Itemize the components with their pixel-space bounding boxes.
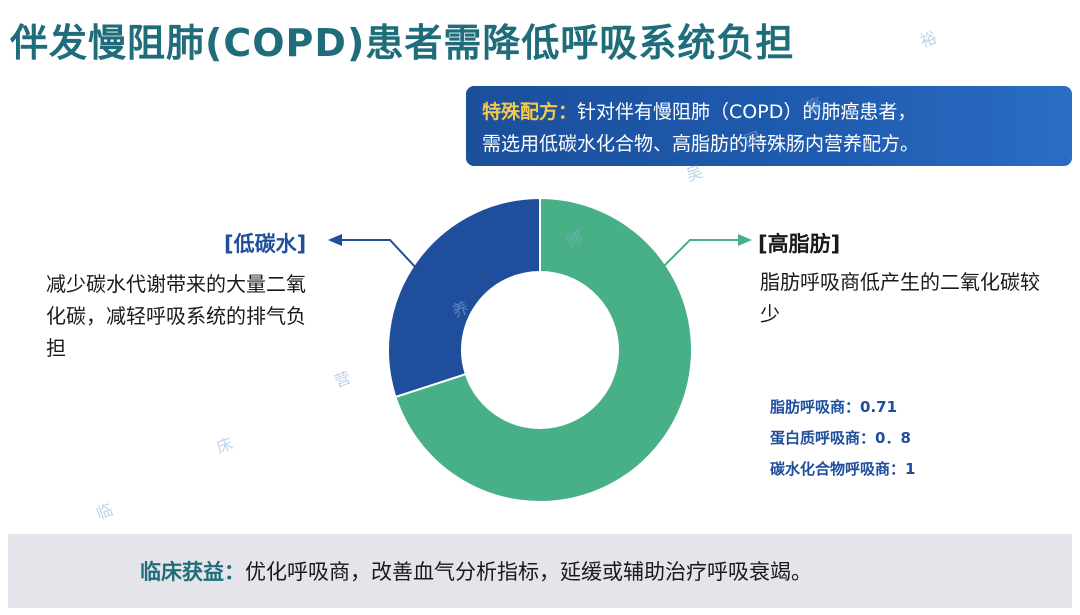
fat-rq: 脂肪呼吸商：0.71	[770, 398, 898, 416]
left-arrow	[340, 239, 419, 271]
donut-segment-high_fat	[394, 196, 693, 503]
clinical-benefit-text: 临床获益：优化呼吸商，改善血气分析指标，延缓或辅助治疗呼吸衰竭。	[140, 556, 812, 586]
right-arrowhead	[738, 234, 752, 246]
carb-rq: 碳水化合物呼吸商：1	[770, 460, 916, 478]
donut-segment-low_carb	[387, 196, 541, 399]
high-fat-desc: 脂肪呼吸商低产生的二氧化碳较少	[760, 270, 1040, 326]
low-carb-desc: 减少碳水代谢带来的大量二氧化碳，减轻呼吸系统的排气负担	[46, 272, 306, 360]
callout-line2: 需选用低碳水化合物、高脂肪的特殊肠内营养配方。	[482, 133, 920, 155]
protein-rq: 蛋白质呼吸商：0．8	[770, 429, 911, 447]
special-formula-callout: 特殊配方：针对伴有慢阻肺（COPD）的肺癌患者， 需选用低碳水化合物、高脂肪的特…	[466, 86, 1072, 166]
clinical-benefit-bar	[8, 534, 1072, 608]
high-fat-label: [高脂肪]	[758, 232, 841, 256]
benefit-body: 优化呼吸商，改善血气分析指标，延缓或辅助治疗呼吸衰竭。	[245, 560, 812, 584]
right-arrow	[659, 239, 740, 271]
benefit-head: 临床获益：	[140, 560, 245, 584]
callout-head: 特殊配方：	[482, 101, 578, 123]
left-arrowhead	[328, 234, 342, 246]
low-carb-label: [低碳水]	[224, 232, 307, 256]
page-title: 伴发慢阻肺(COPD)患者需降低呼吸系统负担	[10, 21, 795, 65]
callout-line1: 针对伴有慢阻肺（COPD）的肺癌患者，	[577, 101, 917, 123]
ratio-donut-chart	[387, 196, 693, 503]
